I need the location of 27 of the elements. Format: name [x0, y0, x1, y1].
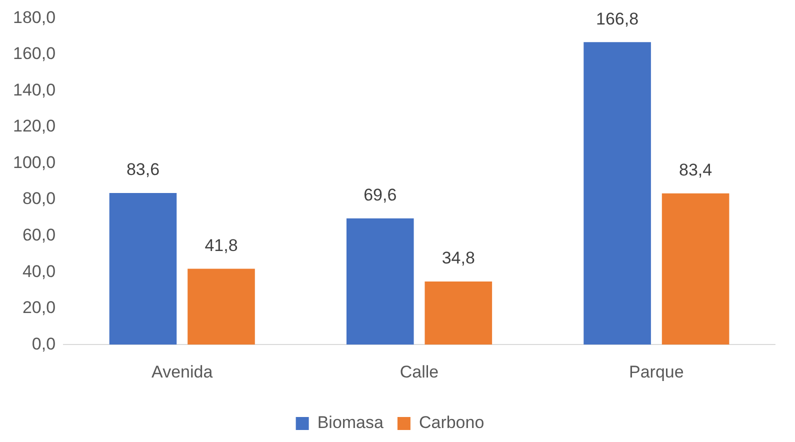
- bar: [346, 218, 414, 345]
- data-label: 166,8: [596, 9, 639, 28]
- bar: [662, 193, 730, 345]
- y-tick-label: 180,0: [12, 8, 56, 27]
- legend-label: Carbono: [418, 413, 484, 432]
- y-tick-label: 160,0: [12, 44, 56, 64]
- y-tick-label: 140,0: [12, 80, 56, 100]
- data-label: 41,8: [204, 236, 238, 255]
- y-tick-label: 100,0: [12, 152, 56, 172]
- y-tick-label: 0,0: [32, 334, 56, 354]
- x-tick-label: Avenida: [152, 362, 214, 382]
- bar: [109, 193, 177, 345]
- y-tick-label: 120,0: [12, 116, 56, 136]
- y-tick-label: 60,0: [22, 225, 56, 244]
- y-tick-label: 20,0: [22, 298, 56, 318]
- legend-label: Biomasa: [317, 413, 384, 432]
- y-tick-label: 80,0: [22, 189, 56, 208]
- bar: [188, 268, 255, 345]
- data-label: 83,4: [679, 160, 712, 180]
- data-label: 83,6: [126, 160, 160, 180]
- data-label: 69,6: [364, 186, 397, 205]
- y-tick-label: 40,0: [22, 262, 56, 281]
- x-tick-label: Calle: [400, 362, 439, 382]
- data-label: 34,8: [442, 248, 475, 268]
- x-tick-label: Parque: [629, 362, 684, 382]
- bar: [584, 42, 651, 345]
- bar: [424, 281, 492, 345]
